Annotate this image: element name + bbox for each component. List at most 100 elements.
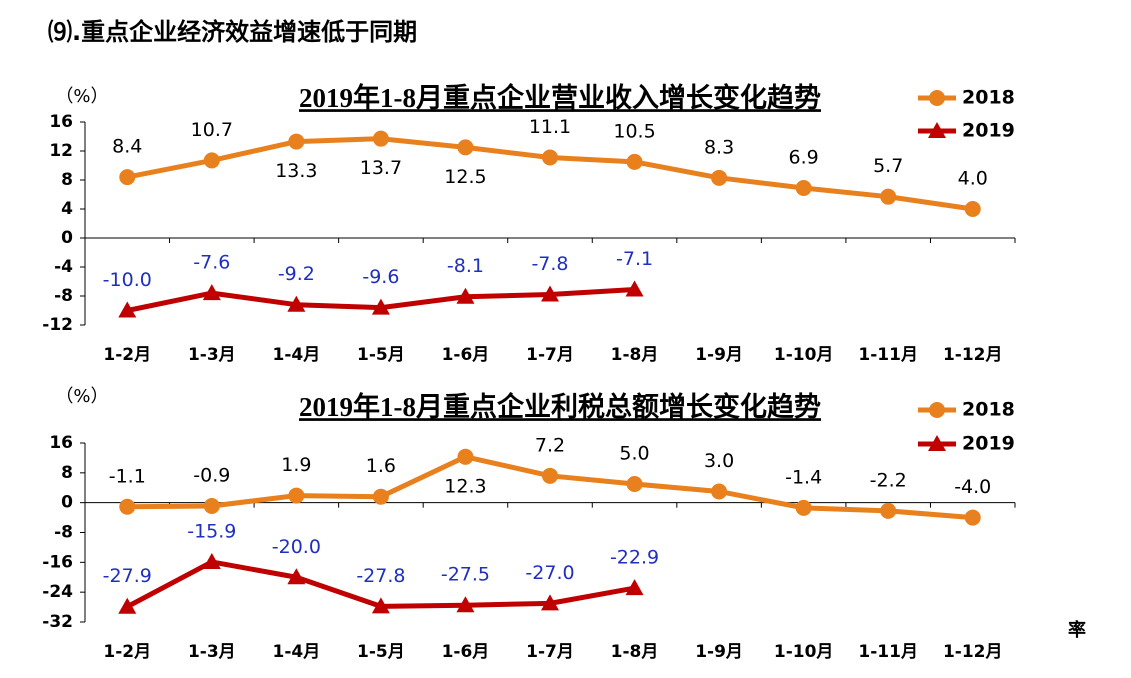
y-tick-label: 8 [61, 463, 73, 483]
x-tick-label: 1-5月 [357, 345, 405, 365]
marker [625, 280, 644, 297]
value-label: -9.2 [278, 263, 315, 285]
y-tick-label: -8 [54, 523, 73, 543]
value-label: -15.9 [187, 520, 236, 542]
x-tick-label: 1-2月 [103, 642, 151, 662]
marker [542, 467, 558, 484]
marker [456, 596, 475, 613]
y-tick-label: 8 [61, 170, 73, 190]
value-label: 1.6 [366, 455, 396, 477]
y-tick-label: 16 [49, 433, 73, 453]
value-label: 7.2 [535, 434, 565, 456]
x-tick-label: 1-10月 [774, 345, 834, 365]
x-tick-label: 1-6月 [442, 642, 490, 662]
x-tick-label: 1-9月 [695, 642, 743, 662]
y-tick-label: -4 [54, 257, 73, 277]
y-tick-label: -8 [54, 286, 73, 306]
value-label: -27.0 [525, 562, 574, 584]
marker [371, 298, 390, 315]
x-tick-label: 1-11月 [858, 642, 918, 662]
marker [880, 502, 897, 519]
series-line [127, 454, 973, 521]
value-label: -1.1 [109, 465, 146, 487]
marker [372, 130, 389, 147]
chart-title: 2019年1-8月重点企业利税总额增长变化趋势 [299, 391, 821, 422]
y-tick-label: -16 [42, 552, 73, 572]
marker [119, 498, 136, 515]
legend-label: 2019 [962, 120, 1015, 142]
value-label: 3.0 [704, 450, 734, 472]
value-label: 11.1 [529, 116, 571, 138]
value-label: 4.0 [958, 168, 988, 190]
note: 率 [1068, 619, 1086, 641]
marker [287, 568, 306, 585]
x-tick-label: 1-7月 [526, 642, 574, 662]
x-tick-label: 1-12月 [943, 642, 1003, 662]
marker [287, 295, 306, 312]
marker [626, 476, 643, 493]
x-tick-label: 1-4月 [273, 642, 321, 662]
value-label: 5.0 [619, 443, 649, 465]
marker [456, 287, 475, 304]
value-label: 10.5 [613, 120, 655, 142]
x-tick-label: 1-3月 [188, 345, 236, 365]
y-tick-label: -12 [42, 315, 73, 335]
marker [457, 139, 474, 156]
marker [929, 402, 945, 418]
value-label: -27.8 [356, 565, 405, 587]
x-tick-label: 1-6月 [442, 345, 490, 365]
value-label: -22.9 [610, 547, 659, 569]
x-tick-label: 1-9月 [695, 345, 743, 365]
value-label: 13.7 [360, 157, 402, 179]
value-label: 6.9 [789, 146, 819, 168]
value-label: -4.0 [954, 476, 991, 498]
x-tick-label: 1-4月 [273, 345, 321, 365]
y-axis-label: （%） [55, 86, 108, 107]
marker [541, 594, 559, 611]
marker [625, 579, 644, 596]
marker [880, 188, 897, 205]
x-tick-label: 1-5月 [357, 642, 405, 662]
legend-label: 2018 [962, 399, 1015, 421]
y-tick-label: 0 [61, 228, 73, 248]
y-tick-label: -32 [42, 612, 73, 632]
value-label: -20.0 [272, 536, 321, 558]
value-label: -9.6 [362, 266, 399, 288]
x-tick-label: 1-10月 [774, 642, 834, 662]
chart-title: 2019年1-8月重点企业营业收入增长变化趋势 [299, 82, 821, 113]
value-label: 1.9 [281, 454, 311, 476]
legend-label: 2019 [962, 433, 1015, 455]
value-label: 5.7 [873, 155, 903, 177]
value-label: -7.1 [616, 248, 653, 270]
x-tick-label: 1-11月 [858, 345, 918, 365]
y-tick-label: 12 [49, 141, 73, 161]
marker [119, 169, 136, 186]
value-label: 13.3 [275, 160, 317, 182]
value-label: -1.4 [785, 466, 822, 488]
value-label: 10.7 [191, 119, 233, 141]
x-tick-label: 1-12月 [943, 345, 1003, 365]
value-label: -8.1 [447, 255, 484, 277]
marker [202, 284, 221, 301]
marker [626, 153, 643, 170]
marker [964, 509, 981, 526]
marker [371, 597, 390, 614]
marker [203, 498, 220, 515]
x-tick-label: 1-8月 [611, 345, 659, 365]
marker [542, 149, 558, 166]
y-tick-label: 16 [49, 112, 73, 132]
page-heading: ⑼.重点企业经济效益增速低于同期 [48, 18, 417, 46]
marker [118, 301, 137, 318]
marker [929, 90, 945, 106]
y-tick-label: -24 [42, 582, 73, 602]
value-label: 8.3 [704, 136, 734, 158]
marker [795, 179, 812, 196]
marker [541, 285, 559, 302]
legend-label: 2018 [962, 87, 1015, 109]
marker [202, 552, 221, 569]
marker [118, 597, 137, 614]
marker [928, 435, 946, 451]
value-label: -27.9 [103, 565, 152, 587]
value-label: 12.3 [444, 475, 486, 497]
